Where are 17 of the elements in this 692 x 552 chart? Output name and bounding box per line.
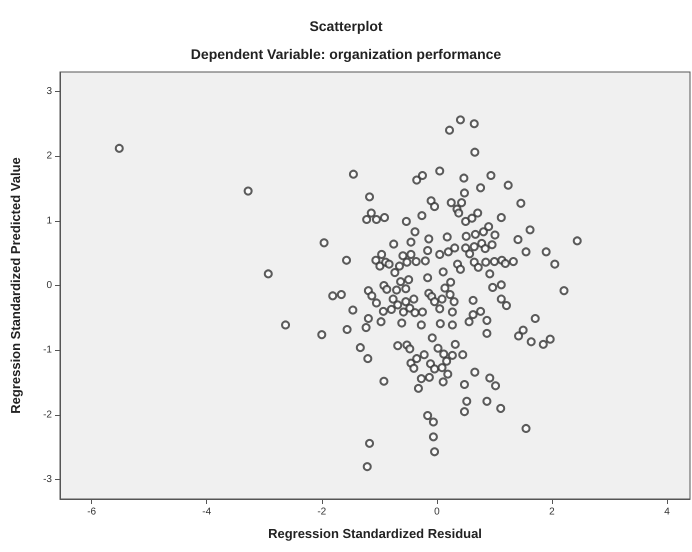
x-axis-title: Regression Standardized Residual bbox=[268, 526, 482, 541]
chart-subtitle: Dependent Variable: organization performance bbox=[190, 46, 502, 62]
x-tick-label: -4 bbox=[202, 506, 212, 518]
y-tick-label: 0 bbox=[46, 280, 52, 291]
chart-title: Scatterplot bbox=[309, 18, 383, 34]
y-tick-label: -2 bbox=[43, 409, 52, 420]
x-tick-label: 4 bbox=[664, 506, 670, 518]
y-axis-title: Regression Standardized Predicted Value bbox=[8, 157, 23, 414]
x-tick-label: -6 bbox=[87, 506, 97, 518]
y-tick-label: 1 bbox=[46, 215, 52, 226]
x-tick-label: 0 bbox=[434, 506, 440, 518]
x-tick-label: -2 bbox=[317, 506, 327, 518]
y-tick-label: -3 bbox=[43, 474, 52, 486]
y-tick-label: 2 bbox=[46, 150, 52, 162]
y-tick-label: 3 bbox=[46, 86, 52, 97]
y-tick-label: -1 bbox=[43, 344, 52, 356]
x-tick-label: 2 bbox=[549, 506, 556, 518]
